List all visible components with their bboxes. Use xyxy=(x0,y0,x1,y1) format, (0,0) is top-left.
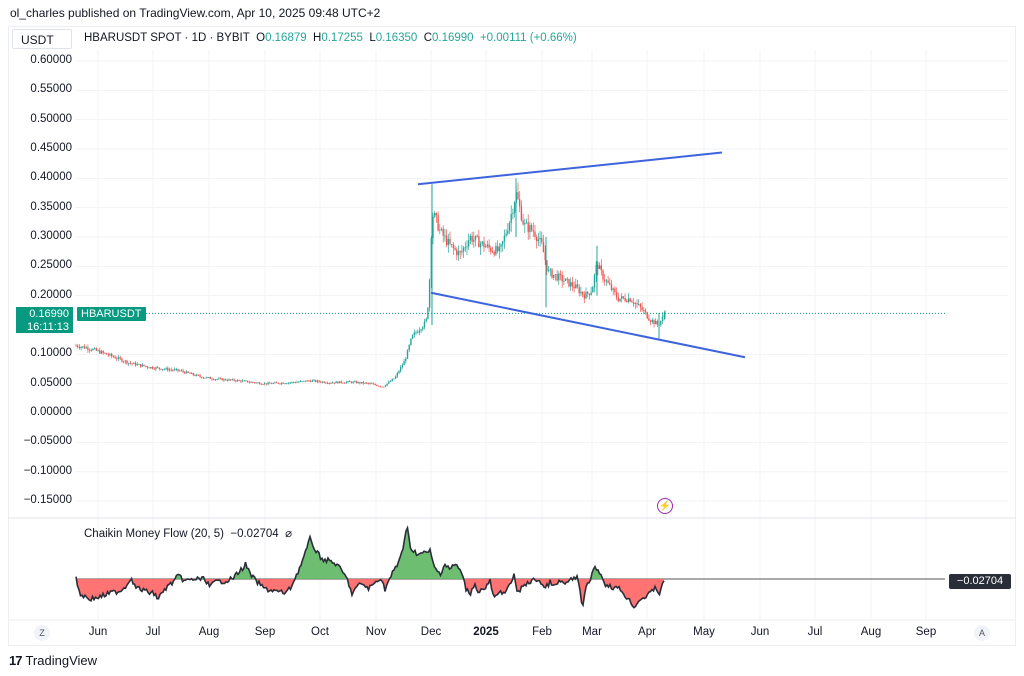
symbol-price-label: HBARUSDT xyxy=(77,307,146,321)
time-tick: Mar xyxy=(582,626,602,638)
auto-scale-button[interactable]: A xyxy=(974,625,990,641)
price-tick: 0.00000 xyxy=(30,406,72,419)
price-tick: 0.40000 xyxy=(30,171,72,184)
high-label: H xyxy=(313,32,322,44)
price-tick: 0.50000 xyxy=(30,112,72,125)
price-tick: 0.55000 xyxy=(30,83,72,96)
price-tick: 0.30000 xyxy=(30,230,72,242)
low-value: 0.16350 xyxy=(375,32,418,44)
published-info: ol_charles published on TradingView.com,… xyxy=(10,6,381,20)
zoom-reset-button[interactable]: Z xyxy=(34,625,50,641)
time-tick: Jun xyxy=(88,626,108,638)
time-tick: Nov xyxy=(365,626,387,638)
close-label: C xyxy=(423,32,432,44)
time-tick: Sep xyxy=(254,626,276,638)
time-tick: Aug xyxy=(860,626,882,638)
symbol-legend: HBARUSDT SPOT · 1D · BYBIT O0.16879 H0.1… xyxy=(84,32,577,44)
time-tick: 2025 xyxy=(473,626,499,638)
price-tick: −0.05000 xyxy=(23,435,72,448)
price-tick: −0.15000 xyxy=(23,494,72,507)
last-price: 0.16990 xyxy=(29,308,69,320)
bar-countdown: 16:11:13 xyxy=(26,320,69,333)
brand-name: TradingView xyxy=(25,653,98,668)
price-tick: 0.35000 xyxy=(30,200,72,213)
low-label: L xyxy=(369,32,376,44)
hidden-eye-icon[interactable]: ⌀ xyxy=(285,528,292,540)
price-tick: 0.25000 xyxy=(30,259,72,272)
chart-frame xyxy=(8,26,1016,646)
tv-logo-icon: 17 xyxy=(9,653,23,668)
time-tick: Sep xyxy=(915,626,937,638)
tradingview-logo: 17 TradingView xyxy=(9,653,97,668)
time-tick: Feb xyxy=(532,626,552,638)
price-tick: 0.10000 xyxy=(30,347,72,360)
time-tick: Jun xyxy=(750,626,770,638)
change-value: +0.00111 (+0.66%) xyxy=(479,32,577,44)
time-tick: Apr xyxy=(638,626,656,638)
time-tick: Aug xyxy=(198,626,220,638)
symbol-line: HBARUSDT SPOT · 1D · BYBIT xyxy=(84,32,250,44)
indicator-legend: Chaikin Money Flow (20, 5) −0.02704 ⌀ xyxy=(84,526,292,540)
price-tick: 0.60000 xyxy=(30,54,72,66)
time-tick: May xyxy=(693,626,715,638)
price-tick: 0.05000 xyxy=(30,376,72,389)
last-price-badge: 0.16990 16:11:13 xyxy=(16,307,73,333)
open-label: O xyxy=(256,32,266,44)
indicator-name: Chaikin Money Flow (20, 5) xyxy=(84,528,224,540)
indicator-value-badge: −0.02704 xyxy=(949,574,1011,589)
time-tick: Oct xyxy=(311,626,329,638)
close-value: 0.16990 xyxy=(432,32,474,44)
price-tick: 0.20000 xyxy=(30,288,72,301)
currency-selector[interactable]: USDT xyxy=(12,29,72,49)
time-tick: Jul xyxy=(145,626,161,638)
time-tick: Dec xyxy=(420,626,442,638)
price-tick: 0.45000 xyxy=(30,142,72,154)
price-tick: −0.10000 xyxy=(23,464,72,477)
high-value: 0.17255 xyxy=(321,32,363,44)
open-value: 0.16879 xyxy=(265,32,307,44)
lightning-icon[interactable]: ⚡ xyxy=(657,498,673,514)
time-tick: Jul xyxy=(807,626,823,638)
indicator-value: −0.02704 xyxy=(230,528,279,540)
